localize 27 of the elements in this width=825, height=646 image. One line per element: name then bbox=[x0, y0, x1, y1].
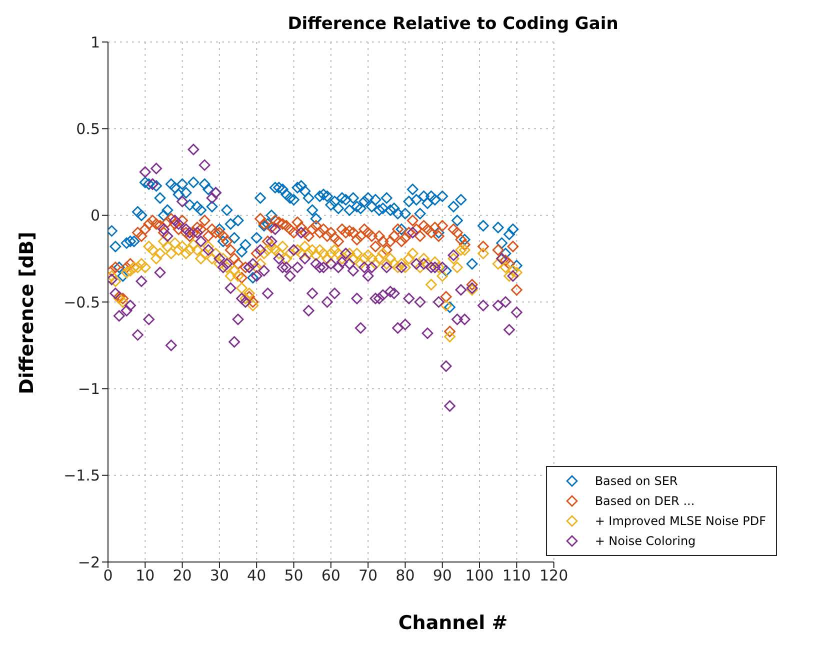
legend-label: Based on DER ... bbox=[594, 494, 695, 508]
x-axis-title: Channel # bbox=[397, 612, 509, 634]
y-tick-label: 1 bbox=[90, 33, 100, 52]
chart-title: Difference Relative to Coding Gain bbox=[286, 14, 620, 34]
x-tick-label: 10 bbox=[136, 566, 155, 585]
x-tick-label: 40 bbox=[247, 566, 266, 585]
x-tick-label: 30 bbox=[210, 566, 229, 585]
y-tick-label: −1.5 bbox=[64, 466, 100, 485]
legend-label: + Noise Coloring bbox=[594, 534, 696, 548]
x-tick-label: 60 bbox=[321, 566, 340, 585]
y-tick-label: −1 bbox=[78, 380, 100, 398]
x-tick-label: 50 bbox=[284, 566, 304, 585]
x-tick-label: 110 bbox=[502, 566, 531, 585]
x-tick-label: 80 bbox=[396, 566, 415, 585]
y-tick-label: −0.5 bbox=[64, 293, 100, 312]
y-tick-label: 0 bbox=[90, 206, 100, 225]
y-tick-label: 0.5 bbox=[76, 120, 100, 138]
x-tick-label: 100 bbox=[465, 566, 494, 585]
x-tick-label: 0 bbox=[103, 566, 113, 585]
x-tick-label: 70 bbox=[358, 566, 378, 585]
legend-label: + Improved MLSE Noise PDF bbox=[594, 514, 766, 528]
legend-label: Based on SER bbox=[594, 474, 678, 488]
x-tick-label: 20 bbox=[172, 566, 192, 585]
y-axis-title: Difference [dB] bbox=[16, 232, 38, 394]
y-tick-label: −2 bbox=[78, 553, 100, 572]
x-tick-label: 120 bbox=[539, 566, 568, 585]
x-tick-label: 90 bbox=[432, 566, 452, 585]
